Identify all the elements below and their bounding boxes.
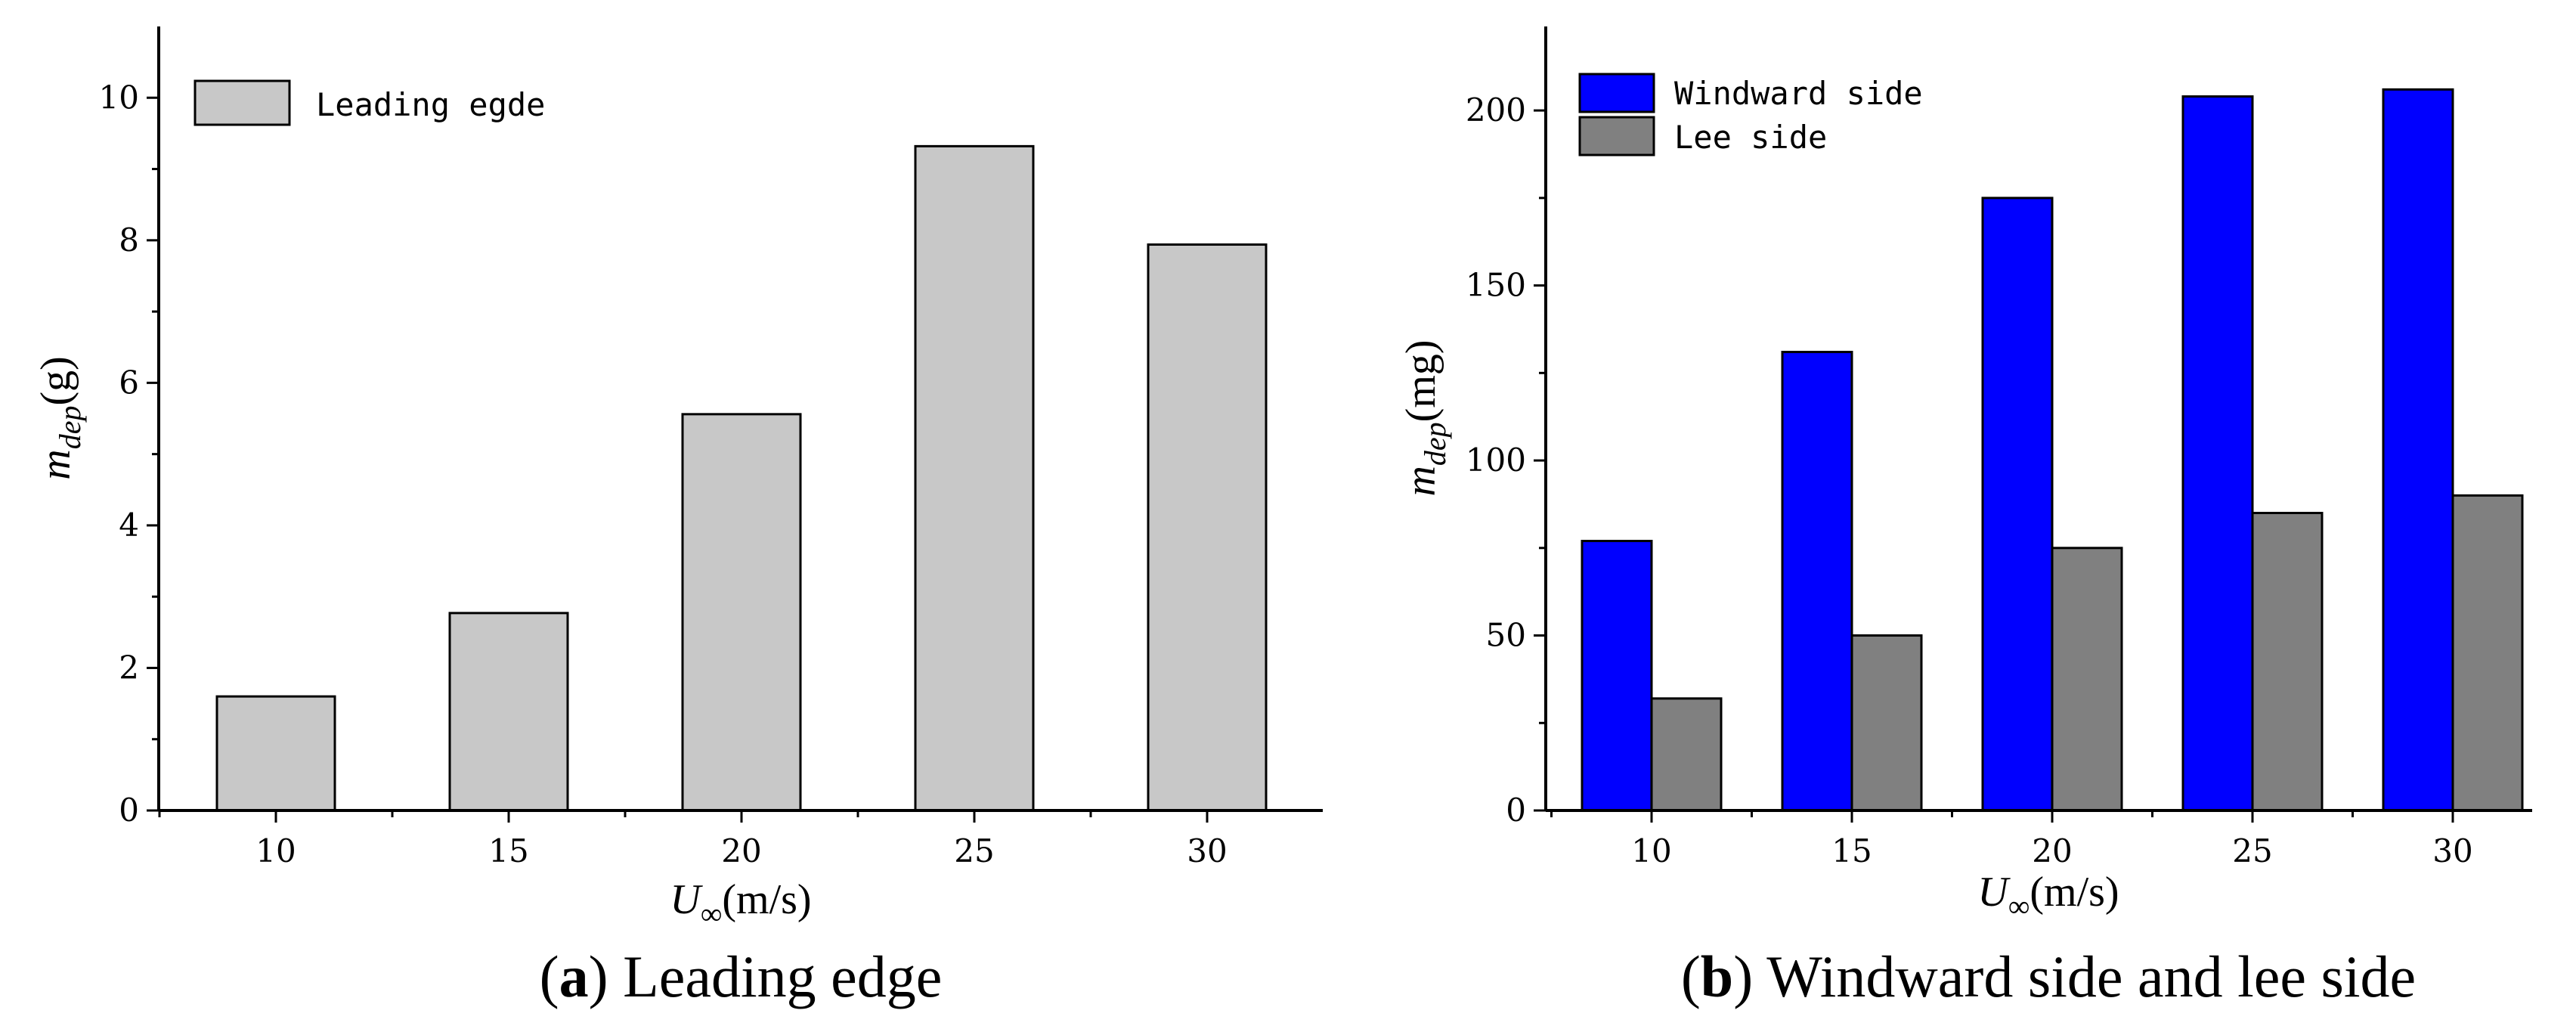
panel-b-legend: Windward side Lee side: [1578, 73, 1923, 157]
panel-a-y-tick-label: 6: [119, 364, 139, 401]
panel-b-x-tick-label: 20: [2032, 832, 2072, 869]
panel-b-legend-swatch-0: [1578, 73, 1655, 113]
panel-a-bar-s0-30: [1147, 243, 1268, 812]
panel-b-caption: (b) Windward side and lee side: [1681, 944, 2416, 1009]
panel-b-y-label: mdep(mg): [1398, 339, 1452, 496]
panel-b-y-tick-label: 100: [1466, 442, 1526, 479]
panel-a-legend-label-0: Leading egde: [316, 86, 545, 123]
panel-a-y-ticks: 0 2 4 6 8 10: [99, 79, 159, 829]
panel-b-bar-s0-20: [1981, 197, 2054, 812]
panel-b-x-tick-label: 15: [1831, 832, 1872, 869]
panel-a-y-tick-label: 4: [119, 507, 139, 544]
panel-b-bar-s1-20: [2051, 547, 2123, 812]
panel-b-bar-s0-10: [1581, 540, 1653, 812]
panel-a-x-ticks: 10 15 20 25 30: [158, 810, 1228, 869]
panel-b-bars: [1581, 88, 2524, 812]
panel-b-x-ticks: 10 15 20 25 30: [1550, 810, 2473, 869]
panel-b-bar-s1-15: [1850, 634, 1923, 812]
panel-a-bar-s0-25: [914, 144, 1035, 812]
panel-b-y-ticks: 0 50 100 150 200: [1466, 91, 1546, 829]
panel-b-y-tick-label: 50: [1486, 617, 1526, 654]
panel-a-y-tick-label: 8: [119, 222, 139, 259]
panel-a-bar-s0-20: [681, 413, 802, 812]
panel-b-y-tick-label: 0: [1506, 792, 1526, 829]
panel-b-x-tick-label: 30: [2432, 832, 2472, 869]
panel-b-bar-s1-30: [2451, 494, 2524, 812]
panel-b-legend-label-1: Lee side: [1674, 119, 1827, 156]
panel-a-y-label: mdep(g): [33, 356, 87, 480]
panel-a-x-tick-label: 20: [721, 832, 761, 869]
panel-a-caption: (a) Leading edge: [540, 944, 943, 1009]
panel-b-x-label: U∞(m/s): [1977, 869, 2119, 923]
panel-a-bars: [215, 144, 1268, 812]
panel-a-bar-s0-15: [448, 612, 569, 812]
panel-b-y-tick-label: 150: [1466, 267, 1526, 304]
panel-a-x-tick-label: 30: [1187, 832, 1227, 869]
panel-a-x-label: U∞(m/s): [670, 876, 811, 931]
panel-a-y-tick-label: 10: [99, 79, 139, 116]
panel-a-bar-s0-10: [215, 695, 336, 812]
panel-b-bar-s1-25: [2251, 511, 2324, 812]
panel-b-bar-s1-10: [1650, 697, 1723, 812]
panel-b-bar-s0-30: [2382, 88, 2454, 812]
panel-b-legend-label-0: Windward side: [1674, 75, 1923, 112]
panel-a-x-tick-label: 10: [255, 832, 296, 869]
panel-b-y-tick-label: 200: [1466, 91, 1526, 129]
panel-b-bar-s0-25: [2181, 95, 2254, 812]
panel-a-y-tick-label: 2: [119, 649, 139, 686]
panel-b: 0 50 100 150 200 10 15 20 25 30 Windward side Le…: [1398, 26, 2532, 1009]
panel-a-legend-swatch-0: [194, 79, 291, 126]
panel-a-x-tick-label: 25: [954, 832, 994, 869]
panel-b-legend-swatch-1: [1578, 116, 1655, 157]
panel-a-y-tick-label: 0: [119, 792, 139, 829]
panel-a-x-tick-label: 15: [488, 832, 528, 869]
panel-b-x-tick-label: 10: [1631, 832, 1671, 869]
panel-b-bar-s0-15: [1781, 351, 1853, 812]
panel-b-x-tick-label: 25: [2232, 832, 2272, 869]
panel-a-legend: Leading egde: [194, 79, 545, 126]
